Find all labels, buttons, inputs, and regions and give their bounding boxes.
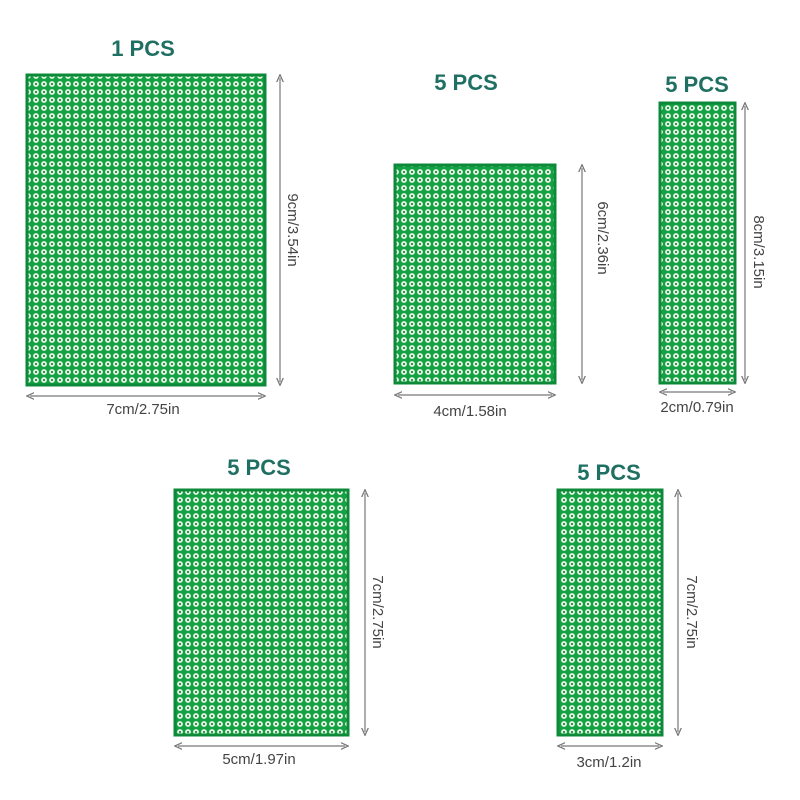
pcb-board [393,163,557,385]
height-label: 7cm/2.75in [369,575,386,648]
quantity: 5 PCS [577,460,641,485]
height-label: 6cm/2.36in [594,201,611,274]
width-label: 5cm/1.97in [222,751,295,768]
board: 5 PCS 5cm/1.97in 7cm/2.75in [173,455,386,768]
board: 5 PCS 3cm/1.2in 7cm/2.75in [556,460,700,771]
pcb-board [173,488,350,737]
quantity: 5 PCS [227,455,291,480]
board: 5 PCS 4cm/1.58in 6cm/2.36in [393,70,611,420]
width-label: 4cm/1.58in [433,403,506,420]
height-label: 8cm/3.15in [750,215,767,288]
pcb-board [556,488,664,737]
width-label: 2cm/0.79in [660,399,733,416]
width-label: 3cm/1.2in [576,754,641,771]
pcb-board [25,73,267,387]
height-label: 9cm/3.54in [284,193,301,266]
board: 5 PCS 2cm/0.79in 8cm/3.15in [658,72,767,416]
quantity: 5 PCS [434,70,498,95]
quantity: 5 PCS [665,72,729,97]
pcb-board [658,101,737,385]
board: 1 PCS 7cm/2.75in 9cm/3.54in [25,36,301,418]
height-label: 7cm/2.75in [683,575,700,648]
quantity: 1 PCS [111,36,175,61]
width-label: 7cm/2.75in [106,401,179,418]
